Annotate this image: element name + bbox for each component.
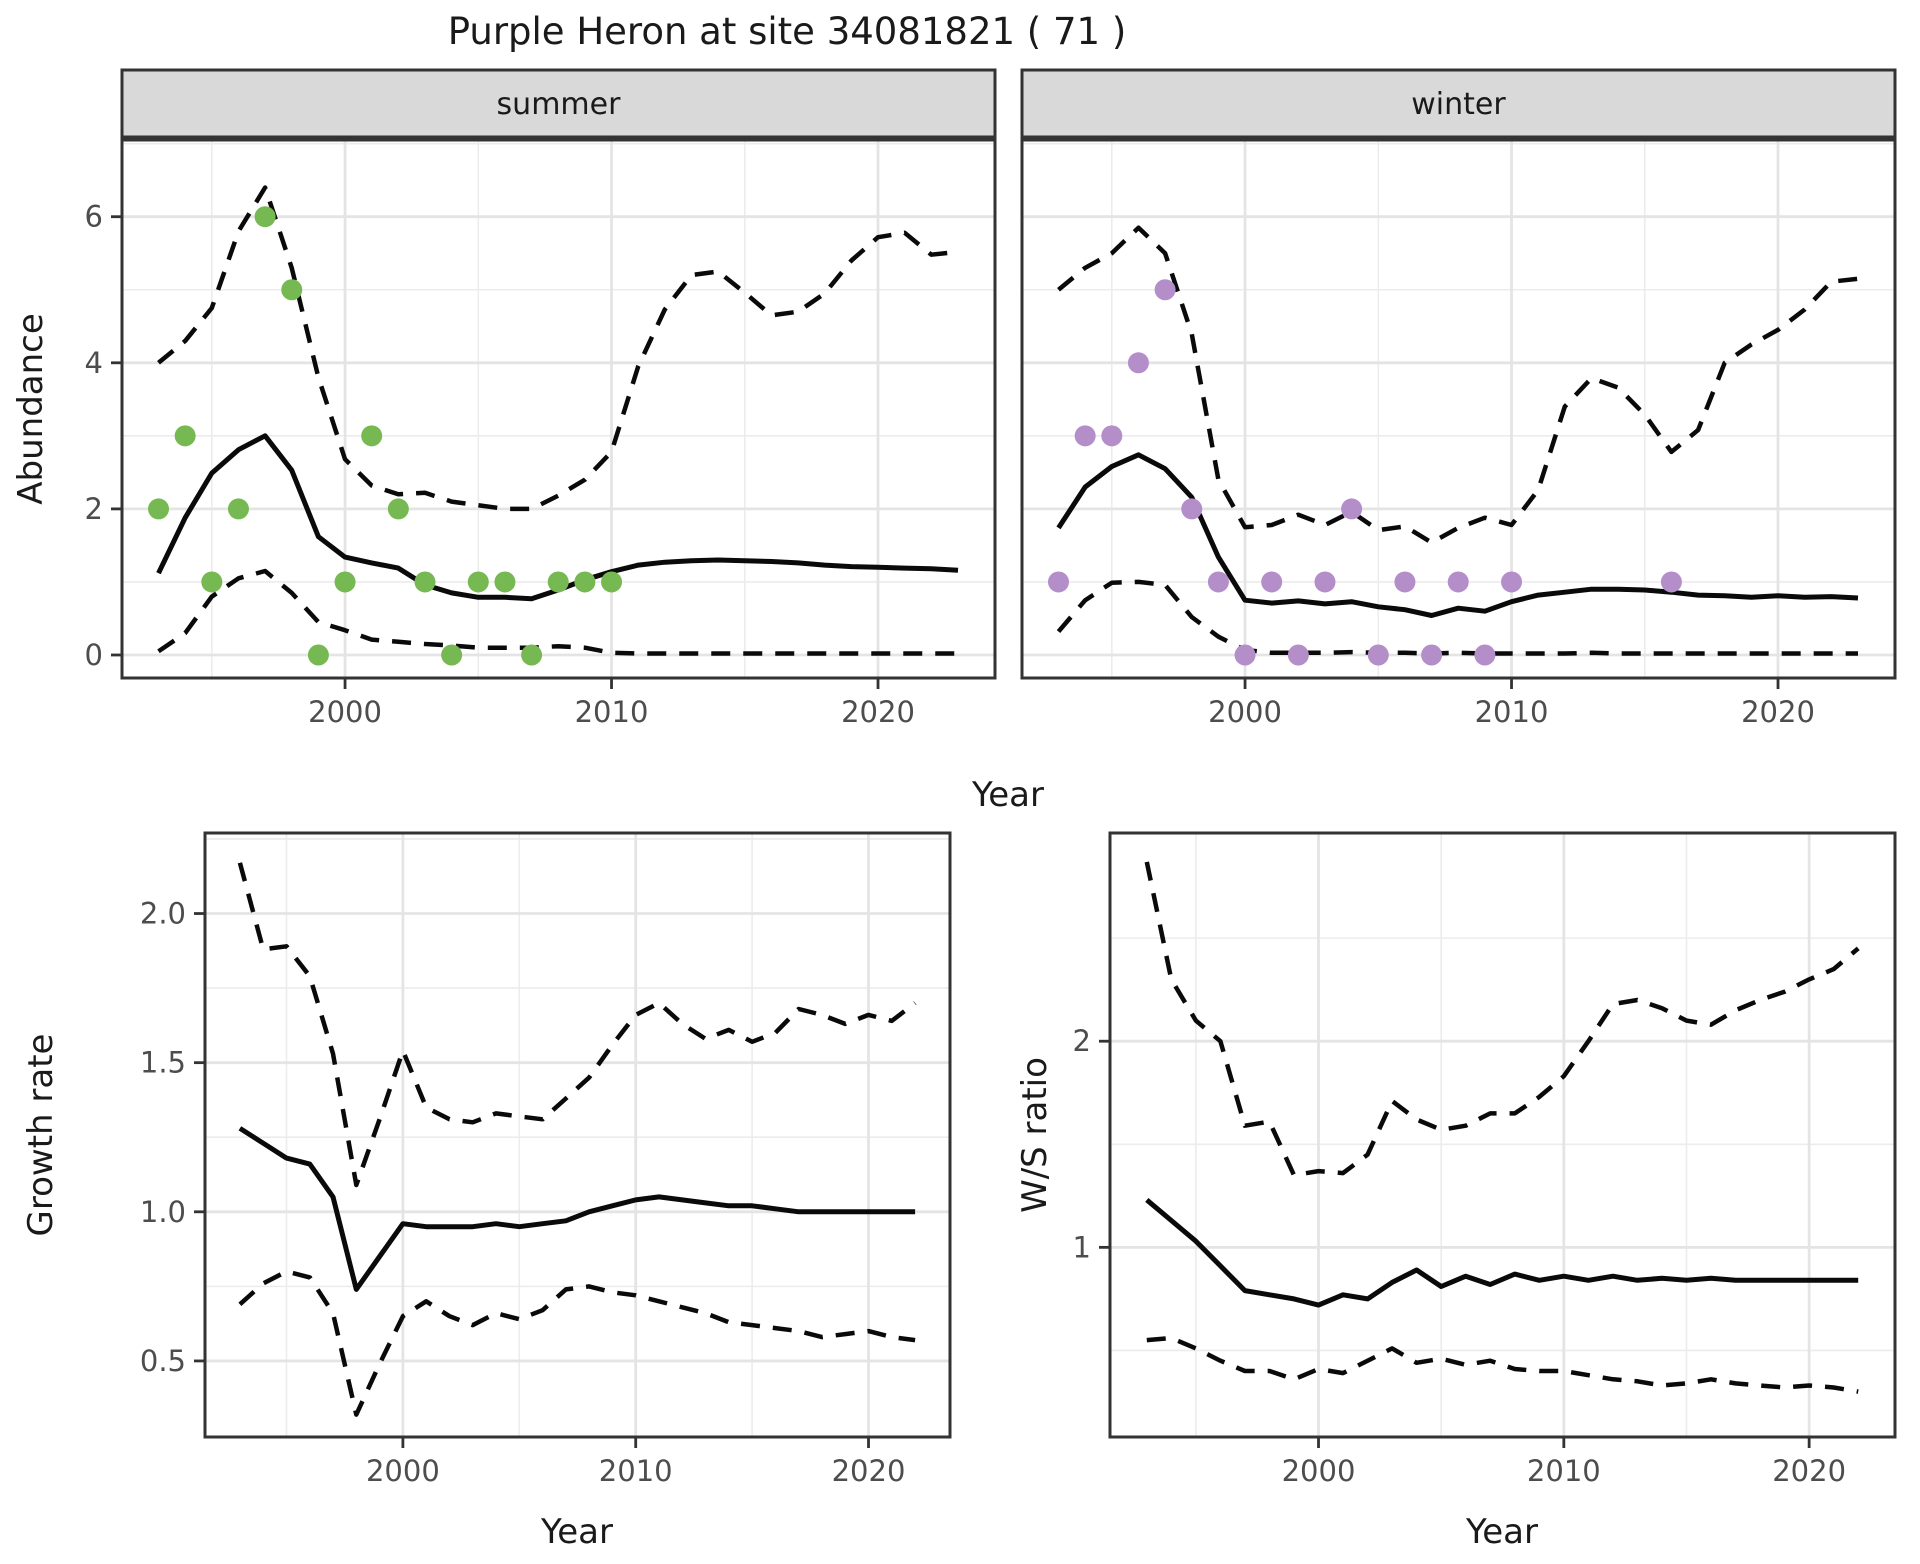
- strip-label-summer: summer: [497, 87, 622, 122]
- x-axis-title-year-top: Year: [971, 775, 1044, 815]
- winter-data-point: [1154, 279, 1176, 301]
- summer-data-point: [387, 498, 409, 520]
- winter-data-point: [1287, 644, 1309, 666]
- strip-label-winter: winter: [1411, 87, 1506, 122]
- summer-data-point: [414, 571, 436, 593]
- summer-upper-line: [157, 185, 959, 512]
- panels-layer: 2000 2010 2020 0 2 4 6 2000 2010 2020 2000 2010 2020…: [85, 68, 1897, 1488]
- winter-data-point: [1447, 571, 1469, 593]
- y-tick-label: 1.5: [140, 1046, 186, 1080]
- summer-panel-bg: [122, 140, 995, 678]
- summer-data-point: [307, 644, 329, 666]
- winter-mean-line: [1056, 452, 1859, 618]
- y-tick-label: 0.5: [140, 1344, 186, 1378]
- summer-data-point: [254, 206, 276, 228]
- winter-data-point: [1394, 571, 1416, 593]
- x-tick-label: 2000: [366, 1454, 440, 1488]
- growth-panel-border: [203, 831, 952, 1439]
- winter-data-point: [1207, 571, 1229, 593]
- y-axis-title-abundance: Abundance: [11, 313, 51, 505]
- winter-data-point: [1341, 498, 1363, 520]
- x-tick-label: 2000: [1208, 695, 1282, 729]
- y-axis-title-ws-ratio: W/S ratio: [1015, 1057, 1055, 1213]
- summer-data-point: [201, 571, 223, 593]
- summer-data-point: [521, 644, 543, 666]
- x-tick-label: 2000: [308, 695, 382, 729]
- ws-panel-border: [1108, 831, 1897, 1439]
- winter-data-point: [1074, 425, 1096, 447]
- winter-data-point: [1660, 571, 1682, 593]
- y-tick-label: 2: [85, 492, 103, 526]
- summer-data-point: [174, 425, 196, 447]
- summer-facet-strip: [120, 68, 997, 139]
- winter-lower-line: [1056, 579, 1858, 656]
- x-axis-title-year-ws: Year: [1465, 1512, 1538, 1552]
- growth-upper-line: [237, 862, 917, 1188]
- summer-data-point: [441, 644, 463, 666]
- winter-data-point: [1101, 425, 1123, 447]
- winter-data-point: [1367, 644, 1389, 666]
- ws-mean-line: [1145, 1197, 1859, 1308]
- summer-data-point: [574, 571, 596, 593]
- winter-data-point: [1234, 644, 1256, 666]
- growth-panel: 2000 2010 2020 0.5 1.0 1.5 2.0: [140, 831, 952, 1488]
- x-axis-title-year-growth: Year: [540, 1512, 613, 1552]
- winter-panel-border: [1020, 138, 1897, 680]
- summer-data-point: [494, 571, 516, 593]
- summer-data-point: [148, 498, 170, 520]
- winter-data-point: [1474, 644, 1496, 666]
- summer-data-point: [547, 571, 569, 593]
- summer-data-point: [334, 571, 356, 593]
- x-tick-label: 2020: [1741, 695, 1815, 729]
- y-tick-label: 2: [1073, 1024, 1091, 1058]
- growth-mean-line: [238, 1126, 916, 1292]
- winter-data-point: [1127, 352, 1149, 374]
- winter-data-point: [1501, 571, 1523, 593]
- winter-data-point: [1181, 498, 1203, 520]
- summer-panel-border: [120, 138, 997, 680]
- growth-panel-bg: [205, 833, 950, 1437]
- ws-upper-line: [1144, 861, 1860, 1178]
- winter-data-point: [1421, 644, 1443, 666]
- y-tick-label: 4: [85, 346, 103, 380]
- x-tick-label: 2000: [1282, 1454, 1356, 1488]
- y-axis-title-growth-rate: Growth rate: [21, 1034, 61, 1237]
- x-tick-label: 2010: [1527, 1454, 1601, 1488]
- ws-panel: 2000 2010 2020 1 2: [1073, 831, 1897, 1488]
- x-tick-label: 2010: [1475, 695, 1549, 729]
- winter-facet-strip: [1020, 68, 1897, 139]
- growth-lower-line: [238, 1269, 916, 1417]
- summer-data-point: [281, 279, 303, 301]
- plot-title: Purple Heron at site 34081821 ( 71 ): [448, 10, 1127, 53]
- summer-data-point: [601, 571, 623, 593]
- summer-lower-line: [157, 568, 958, 656]
- summer-data-point: [227, 498, 249, 520]
- winter-data-point: [1048, 571, 1070, 593]
- y-tick-label: 1: [1073, 1230, 1091, 1264]
- summer-data-point: [467, 571, 489, 593]
- x-tick-label: 2020: [841, 695, 915, 729]
- summer-panel: 2000 2010 2020 0 2 4 6: [85, 68, 997, 729]
- x-tick-label: 2010: [575, 695, 649, 729]
- y-tick-label: 2.0: [140, 897, 186, 931]
- winter-panel: 2000 2010 2020: [1020, 68, 1897, 729]
- y-tick-label: 1.0: [140, 1195, 186, 1229]
- summer-data-point: [361, 425, 383, 447]
- x-tick-label: 2010: [599, 1454, 673, 1488]
- ws-lower-line: [1146, 1335, 1859, 1394]
- ws-panel-bg: [1110, 833, 1895, 1437]
- x-tick-label: 2020: [832, 1454, 906, 1488]
- winter-data-point: [1261, 571, 1283, 593]
- winter-data-point: [1314, 571, 1336, 593]
- x-tick-label: 2020: [1772, 1454, 1846, 1488]
- y-tick-label: 6: [85, 200, 103, 234]
- y-tick-label: 0: [85, 638, 103, 672]
- winter-upper-line: [1057, 225, 1859, 545]
